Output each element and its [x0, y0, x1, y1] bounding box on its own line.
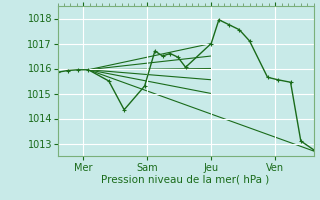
X-axis label: Pression niveau de la mer( hPa ): Pression niveau de la mer( hPa ): [101, 174, 270, 184]
